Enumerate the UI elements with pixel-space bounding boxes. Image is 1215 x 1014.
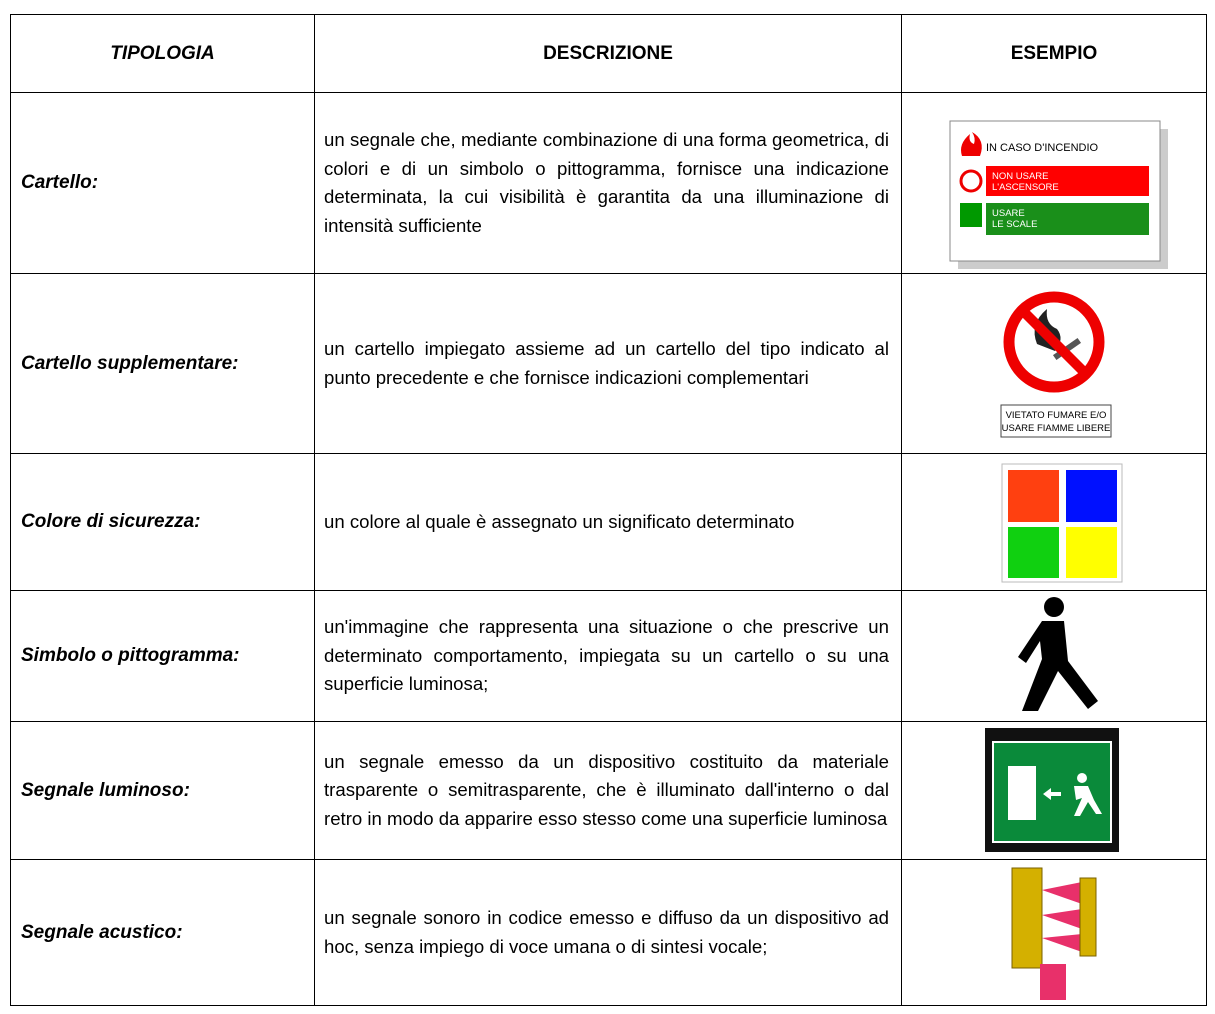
row: Cartello: un segnale che, mediante combi… xyxy=(10,92,1207,274)
light-signal xyxy=(985,728,1119,852)
row: Segnale luminoso: un segnale emesso da u… xyxy=(10,721,1207,860)
sign-text: L'ASCENSORE xyxy=(992,182,1059,193)
red xyxy=(1008,470,1059,522)
yellow xyxy=(1066,527,1117,578)
row: Cartello supplementare: un cartello impi… xyxy=(10,273,1207,454)
header-cell: DESCRIZIONE xyxy=(314,14,902,93)
descrizione: un cartello impiegato assieme ad un cart… xyxy=(314,273,902,454)
siren xyxy=(1011,867,1097,1000)
figure xyxy=(1018,621,1098,711)
row: Colore di sicurezza: un colore al quale … xyxy=(10,453,1207,591)
runner xyxy=(1077,773,1087,783)
sign-text: VIETATO FUMARE E/O xyxy=(1006,410,1107,421)
blue xyxy=(1066,470,1117,522)
safety-colors xyxy=(1001,463,1123,583)
door xyxy=(1008,766,1036,820)
arrow xyxy=(1043,788,1061,800)
bar xyxy=(1018,306,1090,378)
example-cell: VIETATO FUMARE E/O USARE FIAMME LIBERE xyxy=(901,273,1207,454)
sign-text: USARE FIAMME LIBERE xyxy=(1002,423,1111,434)
head xyxy=(1044,597,1064,617)
sign-text: LE SCALE xyxy=(992,219,1037,230)
sign-text: IN CASO D'INCENDIO xyxy=(986,142,1099,154)
example-cell xyxy=(901,859,1207,1006)
header-cell: ESEMPIO xyxy=(901,14,1207,93)
pictogram xyxy=(1018,597,1098,711)
tipologia: Simbolo o pittogramma: xyxy=(10,590,315,722)
tipologia: Cartello supplementare: xyxy=(10,273,315,454)
green xyxy=(1008,527,1059,578)
icon xyxy=(959,169,983,193)
example-cell xyxy=(901,590,1207,722)
tipologia: Colore di sicurezza: xyxy=(10,453,315,591)
row: Simbolo o pittogramma: un'immagine che r… xyxy=(10,590,1207,722)
runner xyxy=(1074,786,1102,816)
red-bar xyxy=(986,166,1149,196)
sign-fire: IN CASO D'INCENDIO NON USARE L'ASCENSORE… xyxy=(949,120,1168,269)
fire-icon xyxy=(961,132,982,156)
row: Segnale acustico: un segnale sonoro in c… xyxy=(10,859,1207,1006)
icon xyxy=(960,203,982,227)
tipologia: Segnale acustico: xyxy=(10,859,315,1006)
example-cell xyxy=(901,721,1207,860)
panel xyxy=(1011,867,1043,969)
example-cell: IN CASO D'INCENDIO NON USARE L'ASCENSORE… xyxy=(901,92,1207,274)
horns xyxy=(1042,882,1082,952)
sign-no-smoking: VIETATO FUMARE E/O USARE FIAMME LIBERE xyxy=(1000,291,1112,438)
descrizione: un colore al quale è assegnato un signif… xyxy=(314,453,902,591)
green-bar xyxy=(986,203,1149,235)
descrizione: un segnale sonoro in codice emesso e dif… xyxy=(314,859,902,1006)
plate xyxy=(1079,877,1097,957)
tipologia: Segnale luminoso: xyxy=(10,721,315,860)
header-cell: TIPOLOGIA xyxy=(10,14,315,93)
descrizione: un segnale emesso da un dispositivo cost… xyxy=(314,721,902,860)
sign-text: USARE xyxy=(992,208,1025,219)
mount xyxy=(1040,964,1066,1000)
descrizione: un segnale che, mediante combinazione di… xyxy=(314,92,902,274)
descrizione: un'immagine che rappresenta una situazio… xyxy=(314,590,902,722)
sign-text: NON USARE xyxy=(992,171,1048,182)
tipologia: Cartello: xyxy=(10,92,315,274)
header-row: TIPOLOGIA DESCRIZIONE ESEMPIO xyxy=(10,14,1207,93)
table: TIPOLOGIA DESCRIZIONE ESEMPIO Cartello: … xyxy=(10,14,1207,1006)
label-box xyxy=(1000,404,1112,438)
example-cell xyxy=(901,453,1207,591)
